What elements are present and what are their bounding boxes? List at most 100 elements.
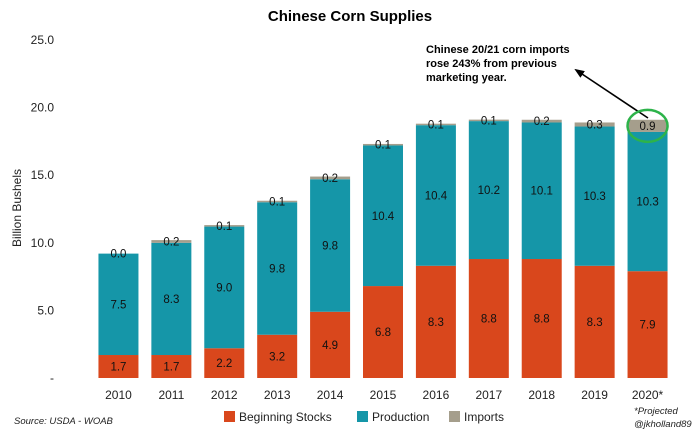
- bar-production-2018: [521, 122, 562, 260]
- data-label-beginning-stocks-2017: 8.8: [481, 314, 497, 326]
- x-tick-label: 2019: [581, 388, 608, 402]
- x-tick-label: 2013: [264, 388, 291, 402]
- bar-production-2013: [257, 202, 298, 335]
- x-tick-label: 2010: [105, 388, 132, 402]
- data-label-production-2019: 10.3: [583, 191, 605, 203]
- bar-production-2012: [204, 226, 245, 349]
- x-tick-label: 2016: [423, 388, 450, 402]
- data-label-production-2010: 7.5: [110, 299, 126, 311]
- bar-beginning-stocks-2019: [574, 265, 615, 378]
- data-label-production-2014: 9.8: [322, 241, 338, 253]
- x-tick-label: 2014: [317, 388, 344, 402]
- data-label-imports-2012: 0.1: [216, 221, 232, 233]
- data-label-production-2020: 10.3: [636, 197, 658, 209]
- bar-production-2019: [574, 126, 615, 266]
- y-tick-label: 15.0: [31, 168, 55, 182]
- data-label-imports-2019: 0.3: [587, 120, 603, 132]
- annotation: Chinese 20/21 corn imports rose 243% fro…: [426, 44, 669, 144]
- data-label-beginning-stocks-2013: 3.2: [269, 351, 285, 363]
- bar-imports-2012: [204, 225, 245, 227]
- bar-beginning-stocks-2011: [151, 355, 192, 378]
- data-label-imports-2010: 0.0: [110, 249, 126, 261]
- x-tick-label: 2015: [370, 388, 397, 402]
- bar-imports-2020: [627, 119, 668, 132]
- bar-imports-2011: [151, 240, 192, 243]
- x-tick-label: 2011: [158, 388, 184, 402]
- bar-imports-2013: [257, 200, 298, 203]
- data-label-beginning-stocks-2012: 2.2: [216, 358, 232, 370]
- data-label-imports-2020: 0.9: [640, 121, 656, 133]
- data-label-production-2015: 10.4: [372, 211, 395, 223]
- bar-beginning-stocks-2014: [310, 311, 351, 378]
- bar-imports-2017: [468, 119, 509, 122]
- footnote-handle: @jkholland89: [634, 419, 692, 430]
- data-label-imports-2016: 0.1: [428, 119, 444, 131]
- bar-beginning-stocks-2015: [363, 286, 403, 378]
- annotation-line-1: Chinese 20/21 corn imports: [426, 44, 570, 56]
- bar-production-2010: [98, 253, 139, 356]
- data-label-beginning-stocks-2015: 6.8: [375, 327, 391, 339]
- legend-swatch-production: [357, 411, 368, 422]
- bar-production-2011: [151, 242, 192, 356]
- data-label-imports-2011: 0.2: [163, 236, 179, 248]
- legend: Beginning Stocks Production Imports: [224, 410, 504, 424]
- y-tick-label: 20.0: [31, 101, 55, 115]
- footnote-projected: *Projected: [634, 406, 679, 417]
- y-axis-label: Billion Bushels: [10, 169, 24, 247]
- bar-production-2017: [468, 121, 509, 260]
- annotation-line-3: marketing year.: [426, 72, 507, 84]
- bar-beginning-stocks-2012: [204, 348, 245, 378]
- data-label-beginning-stocks-2019: 8.3: [587, 317, 603, 329]
- legend-label-production: Production: [372, 410, 429, 424]
- bar-labels-group: 1.7 7.5 0.0 1.7 8.3 0.2 2.2 9.0 0.1 3.2 9.8 0.1 4.9 9…: [110, 115, 658, 373]
- y-tick-label: 25.0: [31, 33, 55, 47]
- bar-production-2015: [363, 145, 403, 287]
- y-tick-label: 10.0: [31, 236, 55, 250]
- data-label-imports-2014: 0.2: [322, 173, 338, 185]
- data-label-beginning-stocks-2014: 4.9: [322, 340, 338, 352]
- bar-production-2020: [627, 131, 668, 272]
- x-axis: 2010 2011 2012 2013 2014 2015 2016 2017 2018 2019…: [105, 388, 663, 402]
- bar-beginning-stocks-2018: [521, 259, 562, 378]
- annotation-line-2: rose 243% from previous: [426, 58, 557, 70]
- data-label-production-2013: 9.8: [269, 263, 285, 275]
- legend-swatch-beginning-stocks: [224, 411, 235, 422]
- data-label-imports-2015: 0.1: [375, 140, 391, 152]
- data-label-beginning-stocks-2018: 8.8: [534, 314, 550, 326]
- x-tick-label: 2018: [528, 388, 555, 402]
- bar-beginning-stocks-2010: [98, 355, 139, 378]
- source-note: Source: USDA - WOAB: [14, 416, 114, 427]
- y-axis: - 5.0 10.0 15.0 20.0 25.0: [31, 33, 55, 385]
- bar-imports-2014: [310, 176, 351, 180]
- bar-beginning-stocks-2013: [257, 334, 298, 378]
- y-tick-label: 5.0: [37, 303, 54, 317]
- data-label-imports-2018: 0.2: [534, 116, 550, 128]
- data-label-production-2012: 9.0: [216, 282, 232, 294]
- legend-swatch-imports: [449, 411, 460, 422]
- data-label-production-2016: 10.4: [425, 190, 448, 202]
- data-label-beginning-stocks-2016: 8.3: [428, 317, 444, 329]
- bar-production-2014: [310, 179, 351, 312]
- data-label-production-2018: 10.1: [531, 186, 553, 198]
- bar-beginning-stocks-2020: [627, 271, 668, 378]
- chart-title: Chinese Corn Supplies: [268, 8, 432, 25]
- bar-imports-2018: [521, 119, 562, 123]
- bars-group: [98, 119, 668, 378]
- x-tick-label: 2012: [211, 388, 238, 402]
- y-tick-label: -: [50, 371, 54, 385]
- x-tick-label: 2017: [475, 388, 502, 402]
- bar-beginning-stocks-2017: [468, 259, 509, 378]
- data-label-beginning-stocks-2011: 1.7: [163, 362, 179, 374]
- bar-production-2016: [415, 125, 456, 266]
- legend-label-beginning-stocks: Beginning Stocks: [239, 410, 332, 424]
- bar-imports-2015: [363, 143, 403, 146]
- x-tick-label: 2020*: [632, 388, 664, 402]
- bar-beginning-stocks-2016: [415, 265, 456, 378]
- data-label-imports-2013: 0.1: [269, 196, 285, 208]
- data-label-production-2017: 10.2: [478, 185, 500, 197]
- bar-imports-2016: [415, 123, 456, 126]
- data-label-beginning-stocks-2010: 1.7: [110, 362, 126, 374]
- data-label-production-2011: 8.3: [163, 294, 179, 306]
